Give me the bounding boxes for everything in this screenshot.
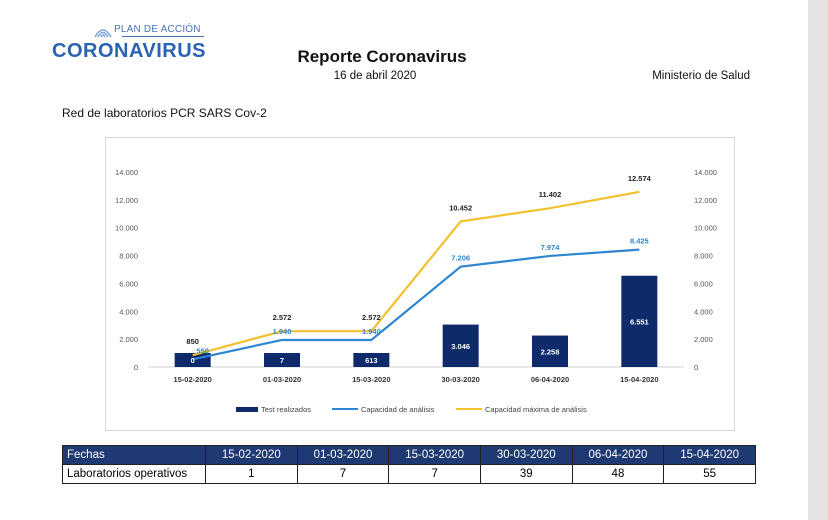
bar-data-label: 7 [280,356,284,365]
table-row: Laboratorios operativos 1 7 7 39 48 55 [62,464,756,484]
logo-subtitle: PLAN DE ACCIÓN [114,24,201,35]
labs-table: Fechas 15-02-2020 01-03-2020 15-03-2020 … [62,445,756,484]
y-tick-label-left: 0 [134,363,138,372]
legend-label: Capacidad de análisis [361,405,435,414]
table-cell: 55 [663,464,756,484]
x-tick-label: 30-03-2020 [441,375,479,384]
ministry-label: Ministerio de Salud [652,70,750,82]
section-title: Red de laboratorios PCR SARS Cov-2 [62,106,267,120]
table-cell: 48 [571,464,665,484]
y-tick-label-left: 12.000 [115,196,138,205]
report-page: PLAN DE ACCIÓN CORONAVIRUS Reporte Coron… [0,0,808,520]
table-date-cell: 06-04-2020 [571,445,665,465]
bar-data-label: 6.551 [630,317,649,326]
capacity-data-label: 1.940 [362,327,381,336]
y-tick-label-left: 6.000 [119,279,138,288]
x-tick-label: 15-03-2020 [352,375,390,384]
bar-data-label: 0 [191,356,195,365]
legend-label: Test realizados [261,405,311,414]
chart-svg: 0 0 2.000 2.000 4.000 4.000 6.000 6.000 8.000 8.0… [115,168,717,414]
table-cell: 7 [296,464,390,484]
bar-data-label: 2.258 [541,347,560,356]
x-tick-label: 01-03-2020 [263,375,301,384]
max-capacity-data-label: 11.402 [539,190,562,199]
coronavirus-logo: PLAN DE ACCIÓN CORONAVIRUS [52,24,212,68]
bar-data-label: 613 [365,356,378,365]
y-tick-label-left: 10.000 [115,224,138,233]
bar [621,275,658,367]
table-cell: 39 [479,464,573,484]
table-date-cell: 15-03-2020 [388,445,481,465]
capacity-data-label: 8.425 [630,237,649,246]
table-cell: 7 [388,464,481,484]
max-capacity-data-label: 2.572 [273,313,292,322]
logo-stripes-icon [94,29,112,38]
table-row-label: Laboratorios operativos [62,464,206,484]
max-capacity-data-label: 10.452 [449,203,472,212]
y-tick-label-left: 8.000 [119,252,138,261]
legend-label: Capacidad máxima de análisis [485,405,587,414]
capacity-data-label: 7.974 [541,243,561,252]
max-capacity-data-label: 850 [186,337,199,346]
max-capacity-data-label: 2.572 [362,313,381,322]
table-date-cell: 15-04-2020 [663,445,756,465]
legend-swatch-bar [236,407,258,412]
bar [532,335,568,367]
y-tick-label-right: 14.000 [694,168,717,177]
lab-chart: 0 0 2.000 2.000 4.000 4.000 6.000 6.000 8.000 8.0… [105,137,735,431]
capacity-data-label: 550 [196,346,209,355]
y-tick-label-right: 10.000 [694,224,717,233]
y-tick-label-right: 4.000 [694,307,713,316]
x-tick-label: 06-04-2020 [531,375,569,384]
report-title: Reporte Coronavirus [297,47,467,66]
bar [353,353,390,367]
logo-name: CORONAVIRUS [52,40,207,62]
y-tick-label-right: 2.000 [694,335,713,344]
y-tick-label-right: 0 [694,363,698,372]
bar-data-label: 3.046 [451,342,470,351]
bar [264,353,300,367]
y-tick-label-left: 2.000 [119,335,138,344]
x-tick-label: 15-02-2020 [173,375,211,384]
bar [442,324,479,367]
x-tick-label: 15-04-2020 [620,375,658,384]
max-capacity-data-label: 12.574 [628,174,652,183]
table-cell: 1 [205,464,298,484]
y-tick-label-left: 14.000 [115,168,138,177]
y-tick-label-right: 8.000 [694,252,713,261]
logo-underline [122,36,204,37]
capacity-line [192,248,640,361]
table-date-cell: 01-03-2020 [296,445,390,465]
y-tick-label-left: 4.000 [119,307,138,316]
capacity-data-label: 1.940 [273,327,292,336]
y-tick-label-right: 6.000 [694,279,713,288]
table-date-cell: 30-03-2020 [479,445,573,465]
report-date: 16 de abril 2020 [333,70,417,82]
table-date-cell: 15-02-2020 [205,445,298,465]
table-header-row: Fechas 15-02-2020 01-03-2020 15-03-2020 … [62,445,756,465]
max-capacity-line [192,190,640,357]
y-tick-label-right: 12.000 [694,196,717,205]
capacity-data-label: 7.206 [451,254,470,263]
table-header-label: Fechas [62,445,206,465]
